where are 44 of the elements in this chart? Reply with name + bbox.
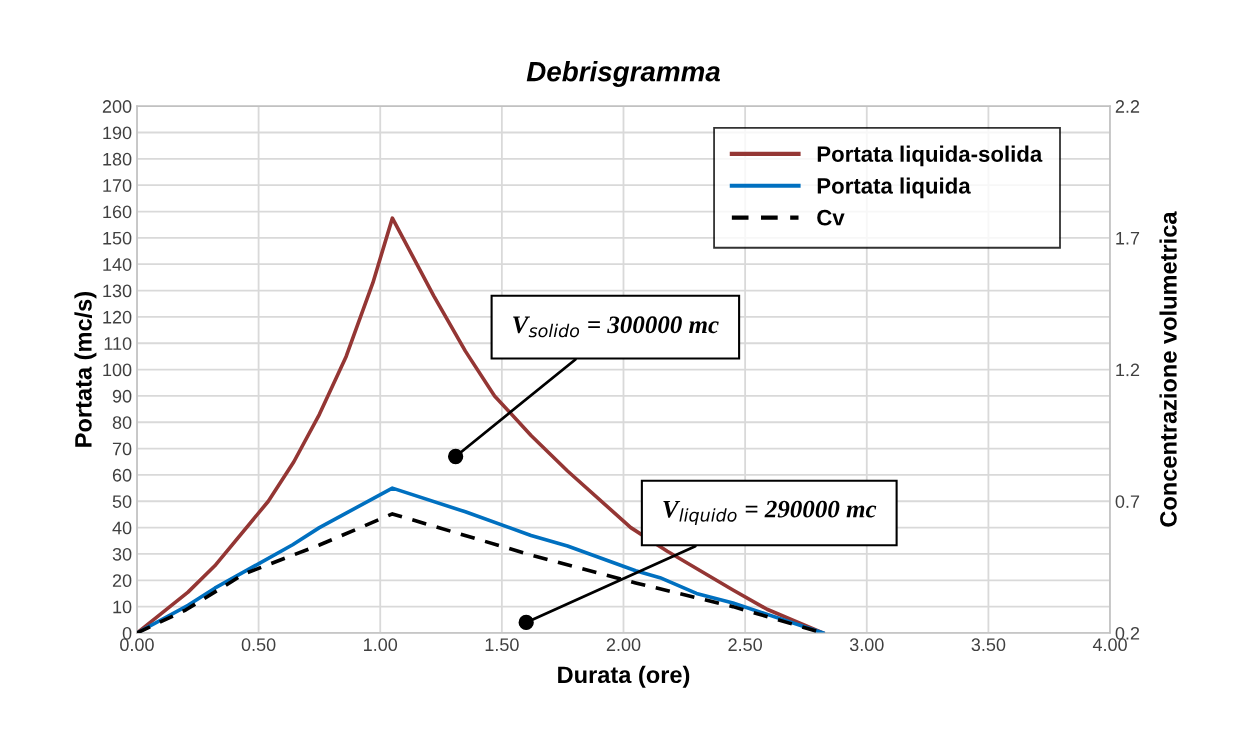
y-tick-label: 200 — [102, 100, 132, 113]
y-tick-label: 30 — [112, 547, 132, 561]
legend-label: Portata liquida — [817, 177, 971, 199]
y-tick-label: 100 — [103, 363, 132, 377]
x-tick-label: 2.00 — [606, 638, 641, 652]
y2-tick-label: 0.7 — [1115, 495, 1140, 508]
y-tick-label: 130 — [103, 284, 132, 298]
y-tick-label: 150 — [103, 231, 132, 245]
x-tick-label: 0.00 — [120, 638, 154, 652]
y-tick-label: 190 — [103, 126, 132, 140]
y2-tick-label: 1.2 — [1116, 363, 1140, 377]
annotation: V$_{liquido}$ = 290000 mc — [663, 500, 877, 526]
annotation: V$_{solido}$ = 300000 mc — [513, 316, 719, 338]
y2-tick-label: 1.7 — [1116, 231, 1140, 245]
legend-label: Portata liquida-solida — [817, 145, 1043, 167]
y-tick-label: 110 — [104, 337, 132, 350]
x-tick-label: 3.50 — [971, 638, 1006, 652]
y-tick-label: 50 — [112, 495, 132, 508]
x-tick-label: 4.00 — [1092, 638, 1127, 652]
y-tick-label: 170 — [103, 179, 132, 192]
x-axis-title: Durata (ore) — [558, 665, 690, 688]
y-tick-label: 90 — [112, 389, 132, 403]
y-tick-label: 20 — [112, 574, 132, 588]
y-tick-label: 140 — [103, 258, 132, 271]
x-tick-label: 1.50 — [485, 638, 519, 652]
y-tick-label: 180 — [103, 152, 132, 166]
y-tick-label: 40 — [112, 521, 132, 535]
y-tick-label: 0 — [122, 626, 132, 640]
y2-axis-title: Concentrazione volumetrica — [1159, 211, 1177, 527]
chart-title: Debrisgramma — [526, 61, 720, 87]
x-tick-label: 0.50 — [241, 638, 276, 652]
y-axis-title: Portata (mc/s) — [74, 292, 97, 447]
y2-tick-label: 0.2 — [1115, 626, 1140, 640]
y-tick-label: 160 — [103, 205, 132, 219]
y-tick-label: 60 — [112, 468, 132, 482]
y-tick-label: 70 — [112, 442, 132, 456]
y2-tick-label: 2.2 — [1115, 100, 1140, 113]
y-tick-label: 80 — [112, 416, 132, 429]
x-tick-label: 3.00 — [849, 638, 884, 652]
legend-label: Cv — [817, 209, 845, 226]
x-tick-label: 1.00 — [364, 638, 398, 652]
y-tick-label: 120 — [103, 310, 132, 324]
x-tick-label: 2.50 — [728, 638, 762, 652]
y-tick-label: 10 — [113, 600, 132, 614]
